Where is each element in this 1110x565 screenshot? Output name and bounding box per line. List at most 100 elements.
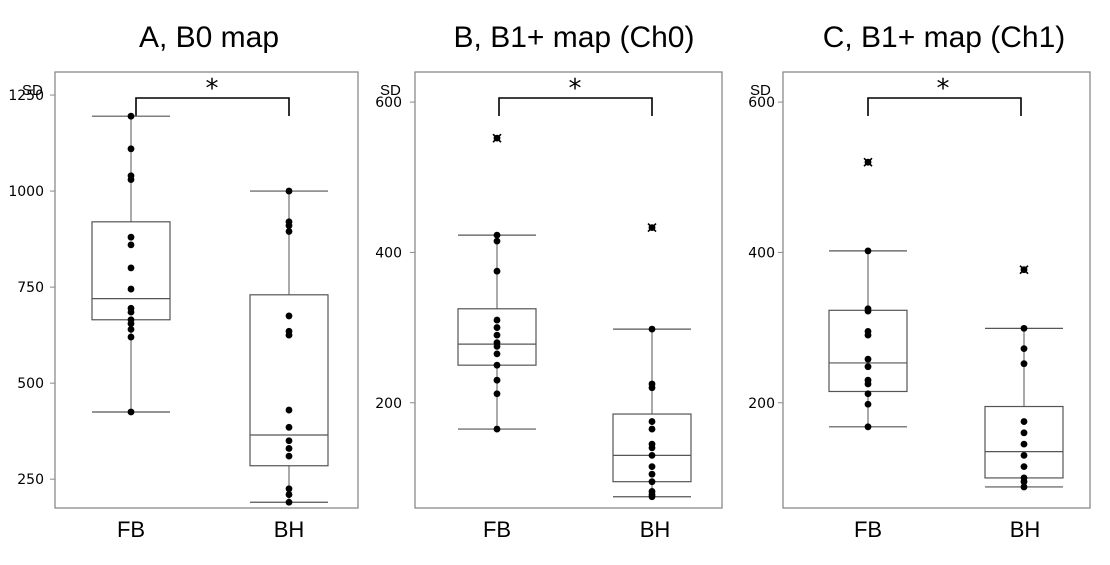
category-label: FB: [117, 517, 145, 542]
data-point: [493, 267, 501, 275]
y-tick-label: 600: [748, 95, 775, 111]
data-point: [1020, 418, 1028, 425]
data-point: [648, 384, 656, 392]
box-bh: [612, 223, 692, 501]
plot-frame: [54, 71, 359, 509]
y-tick-label: 400: [375, 245, 402, 261]
y-tick-label: 600: [375, 95, 402, 111]
data-point: [1020, 478, 1028, 486]
data-point: [127, 264, 135, 272]
data-point: [1020, 345, 1028, 353]
data-point: [864, 355, 872, 363]
y-tick-label: 500: [17, 376, 44, 392]
data-point: [127, 233, 135, 241]
data-point: [1020, 483, 1028, 491]
data-point: [493, 350, 501, 358]
data-point: [864, 380, 872, 388]
significance-marker: *: [937, 74, 950, 104]
data-point: [864, 307, 872, 315]
outlier-marker: [647, 223, 657, 233]
data-point: [127, 333, 135, 341]
data-point: [864, 247, 872, 255]
data-point: [648, 325, 656, 333]
data-point: [1020, 440, 1028, 448]
data-point: [493, 331, 501, 339]
data-point: [648, 425, 656, 433]
box-bh: [249, 187, 329, 506]
data-point: [864, 400, 872, 408]
data-point: [648, 463, 656, 471]
category-label: BH: [1010, 517, 1041, 542]
y-tick-label: 200: [748, 396, 775, 412]
significance-marker: *: [206, 74, 219, 104]
data-point: [648, 418, 656, 425]
data-point: [285, 228, 293, 235]
data-point: [864, 423, 872, 431]
data-point: [285, 452, 293, 460]
data-point: [285, 222, 293, 230]
iqr-box: [249, 294, 329, 467]
data-point: [493, 390, 501, 398]
data-point: [1020, 463, 1028, 471]
data-point: [648, 493, 656, 501]
significance-bracket: [135, 97, 290, 116]
plot-frame: [782, 71, 1091, 509]
category-label: FB: [483, 517, 511, 542]
category-label: BH: [274, 517, 305, 542]
y-axis-label: SD: [380, 82, 401, 99]
data-point: [648, 470, 656, 478]
box-fb: [91, 112, 171, 416]
box-fb: [457, 133, 537, 433]
data-point: [648, 444, 656, 452]
plot-frame: [414, 71, 723, 509]
y-axis-label: SD: [22, 82, 43, 99]
data-point: [127, 285, 135, 293]
data-point: [285, 437, 293, 445]
data-point: [864, 390, 872, 398]
y-tick-label: 250: [17, 472, 44, 488]
panel-b1-map-ch1: C, B1+ map (Ch1) SD FB BH * 200 400 600: [748, 21, 1091, 542]
y-tick-label: 1250: [8, 88, 44, 104]
data-point: [493, 376, 501, 384]
data-point: [493, 316, 501, 324]
data-point: [493, 361, 501, 369]
outlier-marker: [863, 157, 873, 167]
panel-title: B, B1+ map (Ch0): [454, 21, 695, 54]
data-point: [1020, 451, 1028, 459]
data-point: [127, 320, 135, 328]
data-point: [648, 451, 656, 459]
y-tick-label: 200: [375, 396, 402, 412]
significance-bracket: [498, 97, 653, 116]
data-point: [493, 425, 501, 433]
outlier-marker: [492, 133, 502, 143]
panel-title: A, B0 map: [139, 21, 279, 54]
data-point: [493, 231, 501, 239]
y-tick-label: 750: [17, 280, 44, 296]
data-point: [493, 324, 501, 331]
y-tick-label: 1000: [8, 184, 44, 200]
data-point: [493, 237, 501, 245]
data-point: [285, 331, 293, 339]
data-point: [864, 363, 872, 371]
data-point: [285, 187, 293, 195]
data-point: [1020, 360, 1028, 368]
significance-bracket: [867, 97, 1022, 116]
data-point: [127, 308, 135, 316]
panel-title: C, B1+ map (Ch1): [823, 21, 1066, 54]
outlier-marker: [1019, 265, 1029, 275]
data-point: [648, 478, 656, 486]
data-point: [127, 176, 135, 183]
category-label: FB: [854, 517, 882, 542]
data-point: [127, 241, 135, 249]
data-point: [127, 145, 135, 153]
box-fb: [828, 157, 908, 431]
data-point: [285, 491, 293, 498]
category-label: BH: [640, 517, 671, 542]
significance-marker: *: [569, 74, 582, 104]
panel-b1-map-ch0: B, B1+ map (Ch0) SD FB BH * 200 400 600: [375, 21, 723, 542]
data-point: [1020, 429, 1028, 437]
data-point: [285, 312, 293, 320]
data-point: [1020, 324, 1028, 332]
data-point: [285, 406, 293, 414]
